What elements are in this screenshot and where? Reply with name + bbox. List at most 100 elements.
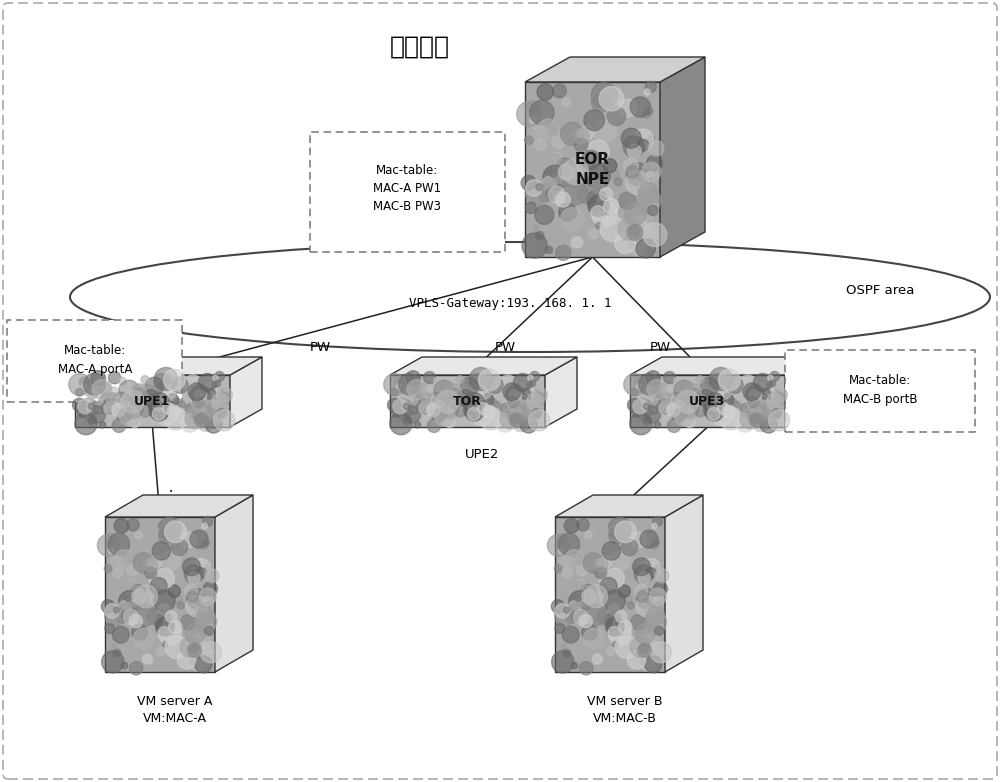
Circle shape: [214, 380, 221, 387]
Polygon shape: [75, 357, 262, 375]
Circle shape: [464, 401, 482, 419]
Circle shape: [464, 416, 473, 425]
Circle shape: [630, 243, 635, 249]
Circle shape: [159, 604, 170, 615]
Circle shape: [99, 421, 106, 428]
Circle shape: [728, 398, 737, 407]
Text: .: .: [168, 478, 174, 497]
Circle shape: [503, 383, 521, 400]
Circle shape: [434, 405, 455, 426]
Polygon shape: [525, 57, 705, 82]
Circle shape: [436, 390, 459, 413]
Circle shape: [644, 406, 661, 423]
Circle shape: [478, 369, 500, 391]
Circle shape: [513, 374, 531, 392]
Circle shape: [704, 416, 713, 425]
Circle shape: [104, 399, 111, 405]
Circle shape: [748, 386, 755, 394]
Circle shape: [131, 590, 149, 609]
Circle shape: [651, 399, 664, 412]
Circle shape: [562, 159, 588, 185]
Circle shape: [162, 618, 180, 635]
Circle shape: [638, 213, 653, 228]
Circle shape: [653, 540, 659, 546]
Circle shape: [196, 642, 210, 656]
Circle shape: [169, 620, 182, 633]
Circle shape: [185, 403, 200, 418]
Circle shape: [659, 399, 666, 405]
Circle shape: [443, 401, 451, 409]
Circle shape: [643, 223, 667, 246]
Circle shape: [196, 421, 201, 426]
Circle shape: [640, 657, 655, 671]
Circle shape: [200, 382, 220, 402]
Circle shape: [553, 84, 566, 98]
Circle shape: [529, 410, 550, 431]
Circle shape: [577, 579, 585, 587]
Circle shape: [431, 406, 447, 421]
Circle shape: [630, 637, 650, 657]
Text: Mac-table:
MAC-A PW1
MAC-B PW3: Mac-table: MAC-A PW1 MAC-B PW3: [373, 164, 441, 213]
Circle shape: [188, 558, 195, 566]
Circle shape: [583, 553, 604, 573]
Circle shape: [416, 403, 428, 414]
Circle shape: [559, 547, 572, 559]
Polygon shape: [630, 375, 785, 427]
Circle shape: [198, 417, 213, 432]
Circle shape: [112, 404, 125, 417]
Circle shape: [624, 595, 632, 604]
Circle shape: [81, 383, 87, 389]
Circle shape: [510, 389, 522, 402]
Circle shape: [663, 371, 676, 384]
Circle shape: [615, 521, 636, 543]
Circle shape: [687, 384, 701, 398]
Circle shape: [589, 228, 598, 239]
Circle shape: [615, 636, 638, 658]
Circle shape: [469, 368, 492, 390]
Circle shape: [612, 618, 630, 635]
Circle shape: [560, 556, 574, 571]
Circle shape: [142, 654, 152, 664]
Circle shape: [403, 417, 411, 425]
Circle shape: [195, 409, 212, 426]
Circle shape: [626, 166, 639, 178]
Circle shape: [555, 606, 574, 626]
Circle shape: [168, 585, 180, 597]
Circle shape: [132, 384, 146, 398]
Circle shape: [195, 656, 212, 673]
Circle shape: [548, 186, 565, 203]
Circle shape: [414, 393, 436, 414]
Circle shape: [537, 84, 553, 100]
Circle shape: [623, 158, 638, 173]
Circle shape: [205, 626, 214, 635]
Circle shape: [630, 412, 652, 435]
Circle shape: [626, 163, 649, 185]
Circle shape: [581, 590, 599, 609]
Circle shape: [770, 400, 775, 405]
Circle shape: [524, 136, 533, 145]
Circle shape: [187, 591, 198, 602]
Circle shape: [663, 393, 670, 401]
Circle shape: [123, 397, 144, 418]
Circle shape: [206, 412, 221, 426]
Text: PW: PW: [494, 340, 516, 353]
Circle shape: [213, 375, 218, 381]
Circle shape: [400, 383, 414, 398]
Circle shape: [119, 380, 139, 400]
Circle shape: [481, 393, 494, 406]
Circle shape: [155, 612, 173, 631]
Circle shape: [760, 416, 777, 433]
Circle shape: [135, 585, 157, 608]
Circle shape: [178, 401, 185, 408]
Circle shape: [608, 626, 621, 640]
Circle shape: [580, 126, 594, 140]
Circle shape: [119, 405, 140, 426]
Circle shape: [750, 389, 762, 402]
Polygon shape: [545, 357, 577, 427]
Circle shape: [530, 371, 539, 382]
Circle shape: [219, 408, 227, 416]
Circle shape: [152, 542, 170, 560]
Circle shape: [643, 404, 649, 409]
Circle shape: [522, 400, 543, 421]
Circle shape: [634, 565, 653, 583]
